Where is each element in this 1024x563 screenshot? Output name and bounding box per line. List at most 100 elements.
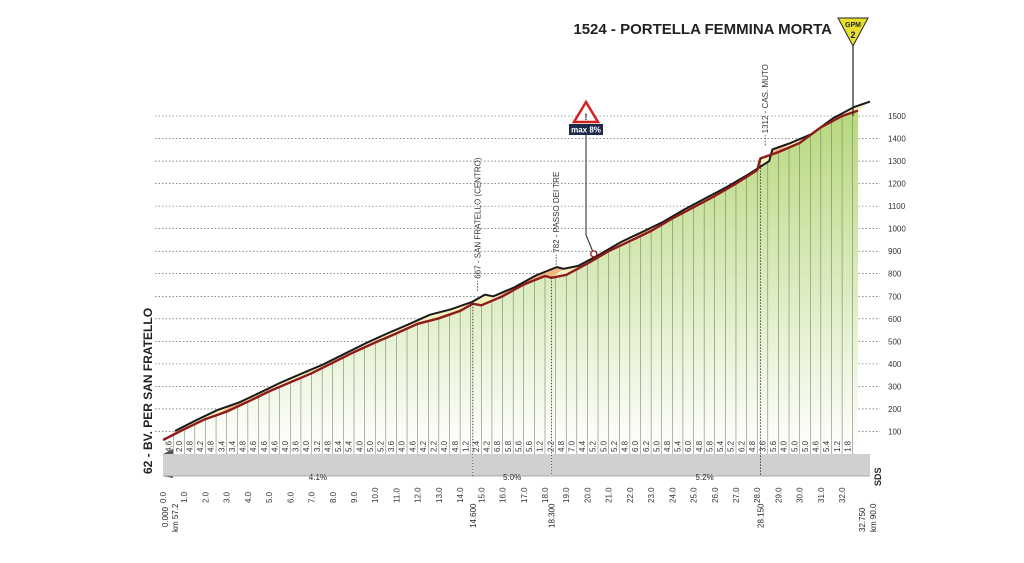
distance-tick-14.0: 14.0	[456, 487, 465, 503]
distance-tick-15.0: 15.0	[477, 487, 486, 503]
altitude-tick-labels: 100 200 300 400 500 600 700 800 900 1000 1100 1200 1…	[888, 112, 906, 436]
section-gradient-2: 5.2%	[696, 473, 714, 482]
gradient-label-47: 4.8	[663, 440, 672, 452]
gradient-label-52: 5.4	[716, 440, 725, 452]
distance-tick-8.0: 8.0	[329, 491, 338, 503]
distance-tick-11.0: 11.0	[392, 487, 401, 503]
gradient-label-8: 4.6	[249, 440, 258, 452]
kom-badge-category: 2	[850, 30, 855, 40]
distance-tick-27.0: 27.0	[732, 487, 741, 503]
altitude-tick-300: 300	[888, 382, 902, 391]
end-km: km 90.0	[869, 503, 878, 532]
gradient-label-45: 6.2	[642, 440, 651, 452]
gradient-label-40: 5.2	[589, 440, 598, 452]
altitude-tick-600: 600	[888, 315, 902, 324]
marker-label-2: 1312 - CAS. MUTO	[761, 64, 770, 133]
altitude-tick-1500: 1500	[888, 112, 906, 121]
distance-tick-21.0: 21.0	[605, 487, 614, 503]
warning-point	[590, 250, 598, 258]
gradient-label-27: 4.8	[451, 440, 460, 452]
profile-fill	[163, 110, 858, 454]
gradient-label-18: 4.0	[355, 440, 364, 452]
altitude-tick-200: 200	[888, 405, 902, 414]
distance-tick-19.0: 19.0	[562, 487, 571, 503]
distance-tick-13.0: 13.0	[435, 487, 444, 503]
gradient-label-34: 5.6	[525, 440, 534, 452]
gradient-label-0: 4.6	[164, 440, 173, 452]
altitude-tick-800: 800	[888, 270, 902, 279]
gradient-label-58: 4.0	[780, 440, 789, 452]
gradient-label-5: 3.4	[217, 440, 226, 452]
warning-triangle-mark: !	[585, 112, 588, 122]
distance-tick-22.0: 22.0	[626, 487, 635, 503]
distance-tick-2.0: 2.0	[201, 491, 210, 503]
gradient-labels: 4.6 2.0 4.8 4.2 4.8 3.4 3.4 4.8 4.6 4.6 4.6 4.0 3.6 4…	[164, 440, 852, 452]
kom-badge: GPM 2	[837, 17, 869, 48]
gradient-label-35: 1.2	[536, 440, 545, 452]
altitude-tick-700: 700	[888, 292, 902, 301]
distance-tick-1.0: 1.0	[180, 491, 189, 503]
warning-label: max 8%	[571, 126, 601, 135]
gradient-label-44: 6.0	[631, 440, 640, 452]
gradient-label-24: 4.2	[419, 440, 428, 452]
gradient-label-33: 5.6	[514, 440, 523, 452]
kom-badge-triangle	[837, 17, 869, 48]
start-km: km 57.2	[171, 503, 180, 532]
section-gradient-0: 4.1%	[309, 473, 327, 482]
road-top-edge	[174, 100, 871, 432]
gradient-label-15: 4.8	[323, 440, 332, 452]
gradient-label-2: 4.8	[186, 440, 195, 452]
gradient-label-7: 4.8	[239, 440, 248, 452]
gradient-label-56: 3.6	[759, 440, 768, 452]
gradient-label-20: 5.2	[377, 440, 386, 452]
warning-label-box	[569, 124, 603, 135]
gradient-label-1: 2.0	[175, 440, 184, 452]
gradient-label-10: 4.6	[270, 440, 279, 452]
gradient-label-6: 3.4	[228, 440, 237, 452]
distance-tick-10.0: 10.0	[371, 487, 380, 503]
gradient-label-23: 4.6	[408, 440, 417, 452]
distance-tick-23.0: 23.0	[647, 487, 656, 503]
distance-strip: 4.1% 5.0% 5.2%	[163, 454, 870, 482]
gradient-label-48: 5.4	[674, 440, 683, 452]
altitude-tick-1000: 1000	[888, 225, 906, 234]
profile-area	[162, 100, 871, 478]
gradient-label-50: 4.8	[695, 440, 704, 452]
distance-tick-6.0: 6.0	[286, 491, 295, 503]
distance-tick-5.0: 5.0	[265, 491, 274, 503]
distance-tick-17.0: 17.0	[520, 487, 529, 503]
gradient-label-30: 4.2	[483, 440, 492, 452]
distance-tick-32.0: 32.0	[838, 487, 847, 503]
gradient-label-4: 4.8	[207, 440, 216, 452]
altitude-tick-400: 400	[888, 360, 902, 369]
distance-tick-18.0: 18.0	[541, 487, 550, 503]
distance-tick-31.0: 31.0	[817, 487, 826, 503]
distance-tick-3.0: 3.0	[223, 491, 232, 503]
altitude-tick-1200: 1200	[888, 180, 906, 189]
warning-sign: ! max 8%	[569, 99, 603, 258]
kom-badge-text: GPM	[845, 22, 861, 29]
altitude-tick-1400: 1400	[888, 135, 906, 144]
gradient-label-49: 6.0	[684, 440, 693, 452]
gradient-label-31: 6.8	[493, 440, 502, 452]
gradient-label-51: 5.8	[705, 440, 714, 452]
section-gradient-1: 5.0%	[503, 473, 521, 482]
gradient-label-3: 4.2	[196, 440, 205, 452]
distance-tick-0.0: 0.0	[159, 491, 168, 503]
gradient-label-13: 4.0	[302, 440, 311, 452]
altitude-tick-900: 900	[888, 247, 902, 256]
distance-tick-labels: 0.0 1.0 2.0 3.0 4.0 5.0 6.0 7.0 8.0 9.0 10.0 11.0 12…	[159, 487, 847, 503]
warning-leader-line	[585, 135, 595, 255]
gradient-label-9: 4.6	[260, 440, 269, 452]
gradient-label-63: 1.2	[833, 440, 842, 452]
distance-tick-26.0: 26.0	[711, 487, 720, 503]
gradient-label-25: 2.2	[430, 440, 439, 452]
gradient-label-39: 4.4	[578, 440, 587, 452]
gradient-label-53: 5.2	[727, 440, 736, 452]
distance-tick-25.0: 25.0	[690, 487, 699, 503]
gradient-label-26: 4.0	[440, 440, 449, 452]
strip-background	[163, 454, 870, 476]
start-distance: 0.000	[161, 506, 170, 527]
distance-tick-24.0: 24.0	[668, 487, 677, 503]
